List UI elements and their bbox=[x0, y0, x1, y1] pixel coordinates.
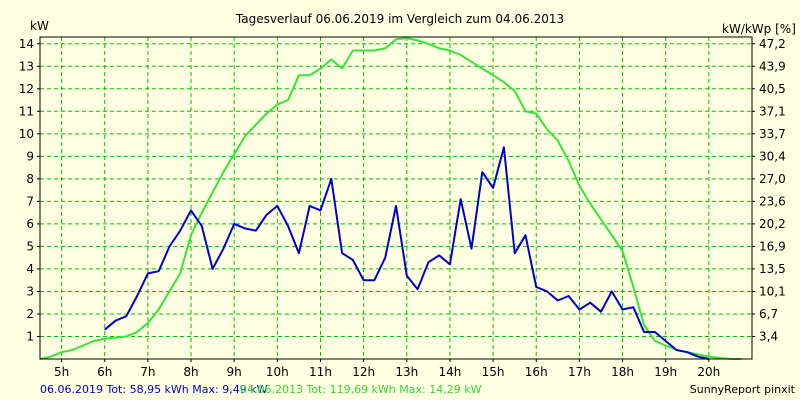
x-axis: 5h 6h 7h 8h 9h 10h 11h 12h 13h 14h 15h 16h 17h 18h 19h… bbox=[54, 359, 720, 379]
right-tick-label: 43,9 bbox=[759, 59, 786, 73]
left-tick-label: 2 bbox=[26, 307, 34, 321]
left-tick-label: 5 bbox=[26, 239, 34, 253]
left-tick-label: 13 bbox=[19, 59, 34, 73]
series-line-06.06.2019 bbox=[104, 146, 710, 360]
right-axis: 3,4 6,7 10,1 13,5 16,9 20,2 23,6 27,0 30,4 33,7 37… bbox=[752, 37, 786, 343]
right-tick-label: 10,1 bbox=[759, 284, 786, 298]
plot-frame bbox=[39, 36, 753, 360]
right-tick-label: 13,5 bbox=[759, 262, 786, 276]
grid-lines bbox=[40, 37, 752, 359]
x-tick-label: 8h bbox=[183, 365, 198, 379]
plot-border bbox=[39, 36, 753, 360]
x-tick-label: 12h bbox=[352, 365, 375, 379]
left-tick-label: 14 bbox=[19, 37, 34, 51]
x-tick-label: 9h bbox=[227, 365, 242, 379]
left-tick-label: 8 bbox=[26, 172, 34, 186]
x-tick-label: 10h bbox=[266, 365, 289, 379]
x-tick-label: 20h bbox=[697, 365, 720, 379]
x-tick-label: 15h bbox=[482, 365, 505, 379]
left-tick-label: 3 bbox=[26, 284, 34, 298]
x-tick-label: 14h bbox=[439, 365, 462, 379]
right-tick-label: 37,1 bbox=[759, 104, 786, 118]
right-axis-unit: kW/kWp [%] bbox=[722, 22, 796, 36]
brand-label: SunnyReport pinxit bbox=[690, 383, 796, 396]
x-tick-label: 19h bbox=[654, 365, 677, 379]
x-tick-label: 16h bbox=[525, 365, 548, 379]
left-tick-label: 1 bbox=[26, 329, 34, 343]
right-tick-label: 47,2 bbox=[759, 37, 786, 51]
left-tick-label: 6 bbox=[26, 217, 34, 231]
left-tick-label: 12 bbox=[19, 82, 34, 96]
right-tick-label: 30,4 bbox=[759, 149, 786, 163]
right-tick-label: 16,9 bbox=[759, 239, 786, 253]
x-tick-label: 7h bbox=[140, 365, 155, 379]
series-layer bbox=[39, 37, 742, 360]
x-tick-label: 18h bbox=[611, 365, 634, 379]
left-tick-label: 4 bbox=[26, 262, 34, 276]
right-tick-label: 27,0 bbox=[759, 172, 786, 186]
legend-2013: 04.06.2013 Tot: 119,69 kWh Max: 14,29 kW bbox=[240, 383, 482, 396]
x-tick-label: 6h bbox=[97, 365, 112, 379]
right-tick-label: 20,2 bbox=[759, 217, 786, 231]
plot-background bbox=[40, 37, 752, 359]
left-tick-label: 11 bbox=[19, 104, 34, 118]
left-tick-label: 7 bbox=[26, 194, 34, 208]
legend-2019: 06.06.2019 Tot: 58,95 kWh Max: 9,49 kW bbox=[40, 383, 268, 396]
plot-area bbox=[40, 37, 752, 359]
right-tick-label: 6,7 bbox=[759, 307, 778, 321]
left-tick-label: 10 bbox=[19, 127, 34, 141]
right-tick-label: 33,7 bbox=[759, 127, 786, 141]
x-tick-label: 13h bbox=[395, 365, 418, 379]
right-tick-label: 40,5 bbox=[759, 82, 786, 96]
x-tick-label: 5h bbox=[54, 365, 69, 379]
x-tick-label: 17h bbox=[568, 365, 591, 379]
right-tick-label: 3,4 bbox=[759, 329, 778, 343]
right-tick-label: 23,6 bbox=[759, 194, 786, 208]
chart-title: Tagesverlauf 06.06.2019 im Vergleich zum… bbox=[235, 12, 564, 26]
x-tick-label: 11h bbox=[309, 365, 332, 379]
left-tick-label: 9 bbox=[26, 149, 34, 163]
series-line-04.06.2013 bbox=[39, 37, 742, 360]
left-axis-unit: kW bbox=[30, 19, 49, 33]
